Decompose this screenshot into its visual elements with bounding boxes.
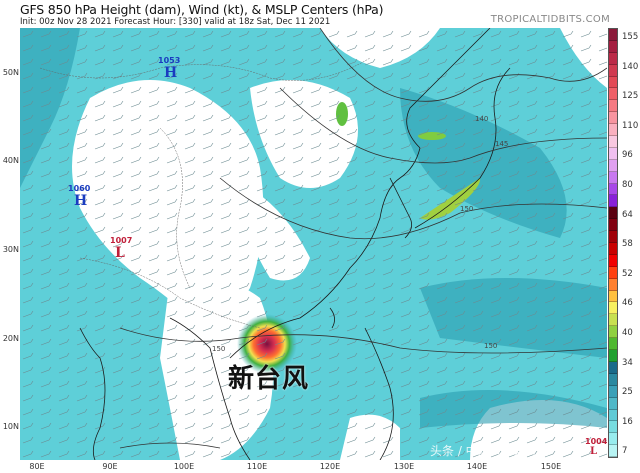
lon-label: 100E <box>173 462 195 471</box>
high-pressure-marker: H <box>74 193 88 209</box>
colorbar-band <box>609 314 617 327</box>
low-pressure-marker: L <box>115 245 125 261</box>
brand-label: TROPICALTIDBITS.COM <box>490 14 610 25</box>
colorbar-label: 125 <box>622 91 639 102</box>
colorbar-label: 80 <box>622 180 633 190</box>
pressure-value: 1053 <box>158 56 181 65</box>
colorbar-label: 140 <box>622 61 639 72</box>
colorbar-band <box>609 147 617 160</box>
colorbar-band <box>609 243 617 255</box>
colorbar-band <box>609 40 617 53</box>
lat-label: 30N <box>2 245 19 254</box>
low-pressure-marker: L <box>590 446 598 457</box>
coastlines <box>79 28 511 460</box>
lon-label: 90E <box>102 462 118 471</box>
map-subtitle: Init: 00z Nov 28 2021 Forecast Hour: [33… <box>20 17 331 27</box>
contour-label: 150 <box>484 342 498 350</box>
wind-colorbar <box>608 28 618 458</box>
colorbar-band <box>609 421 617 434</box>
colorbar-band <box>609 207 617 220</box>
pressure-value: 1060 <box>68 184 91 193</box>
colorbar-band <box>609 302 617 315</box>
colorbar-band <box>609 397 617 410</box>
lat-label: 10N <box>2 422 19 431</box>
colorbar-band <box>609 76 617 89</box>
colorbar-band <box>609 88 617 101</box>
colorbar-band <box>609 29 617 41</box>
colorbar-band <box>609 183 617 196</box>
corner-watermark: 头条 / 中国气象爱好者 <box>430 444 550 458</box>
contour-label: 140 <box>475 115 489 123</box>
colorbar-band <box>609 266 617 279</box>
pressure-value: 1004 <box>585 437 608 446</box>
colorbar-band <box>609 409 617 422</box>
contour-label: 150 <box>460 205 474 213</box>
high-pressure-marker: H <box>164 65 178 81</box>
contour-label: 150 <box>212 345 226 353</box>
colorbar-band <box>609 373 617 386</box>
colorbar-band <box>609 433 617 446</box>
colorbar-band <box>609 64 617 77</box>
colorbar-band <box>609 136 617 148</box>
map-canvas <box>20 28 607 460</box>
colorbar-band <box>609 338 617 351</box>
lon-label: 140E <box>466 462 488 471</box>
colorbar-label: 40 <box>622 328 633 338</box>
lon-label: 80E <box>29 462 45 471</box>
colorbar-band <box>609 219 617 232</box>
pressure-value: 1007 <box>110 236 133 245</box>
colorbar-label: 7 <box>622 446 628 457</box>
colorbar-band <box>609 100 617 113</box>
colorbar-label: 25 <box>622 387 633 398</box>
lat-label: 50N <box>2 68 19 77</box>
colorbar-band <box>609 350 617 362</box>
colorbar-band <box>609 290 617 303</box>
colorbar-band <box>609 385 617 398</box>
map-title: GFS 850 hPa Height (dam), Wind (kt), & M… <box>20 2 384 17</box>
colorbar-label: 34 <box>622 357 633 368</box>
lat-label: 40N <box>2 156 19 165</box>
colorbar-label: 58 <box>622 239 633 250</box>
colorbar-label: 52 <box>622 268 633 279</box>
lon-label: 130E <box>393 462 415 471</box>
colorbar-band <box>609 231 617 244</box>
colorbar-band <box>609 171 617 184</box>
colorbar-band <box>609 195 617 208</box>
colorbar-band <box>609 326 617 339</box>
colorbar-label: 155 <box>622 32 639 42</box>
colorbar-band <box>609 159 617 172</box>
height-contours <box>119 28 607 449</box>
colorbar-band <box>609 112 617 125</box>
colorbar-band <box>609 52 617 65</box>
colorbar-band <box>609 254 617 267</box>
colorbar-label: 110 <box>622 120 639 131</box>
colorbar-band <box>609 361 617 374</box>
colorbar-label: 64 <box>622 209 633 220</box>
borders <box>39 57 371 329</box>
colorbar-band <box>609 445 617 458</box>
contour-label: 145 <box>495 140 509 148</box>
lon-label: 110E <box>246 462 268 471</box>
wind-barbs <box>20 28 607 460</box>
colorbar-band <box>609 124 617 137</box>
colorbar-label: 16 <box>622 416 633 427</box>
lon-label: 150E <box>540 462 562 471</box>
lon-label: 120E <box>319 462 341 471</box>
lat-label: 20N <box>2 334 19 343</box>
colorbar-label: 96 <box>622 150 633 161</box>
typhoon-watermark: 新台风 <box>228 364 310 394</box>
colorbar-band <box>609 278 617 291</box>
colorbar-label: 46 <box>622 298 633 309</box>
